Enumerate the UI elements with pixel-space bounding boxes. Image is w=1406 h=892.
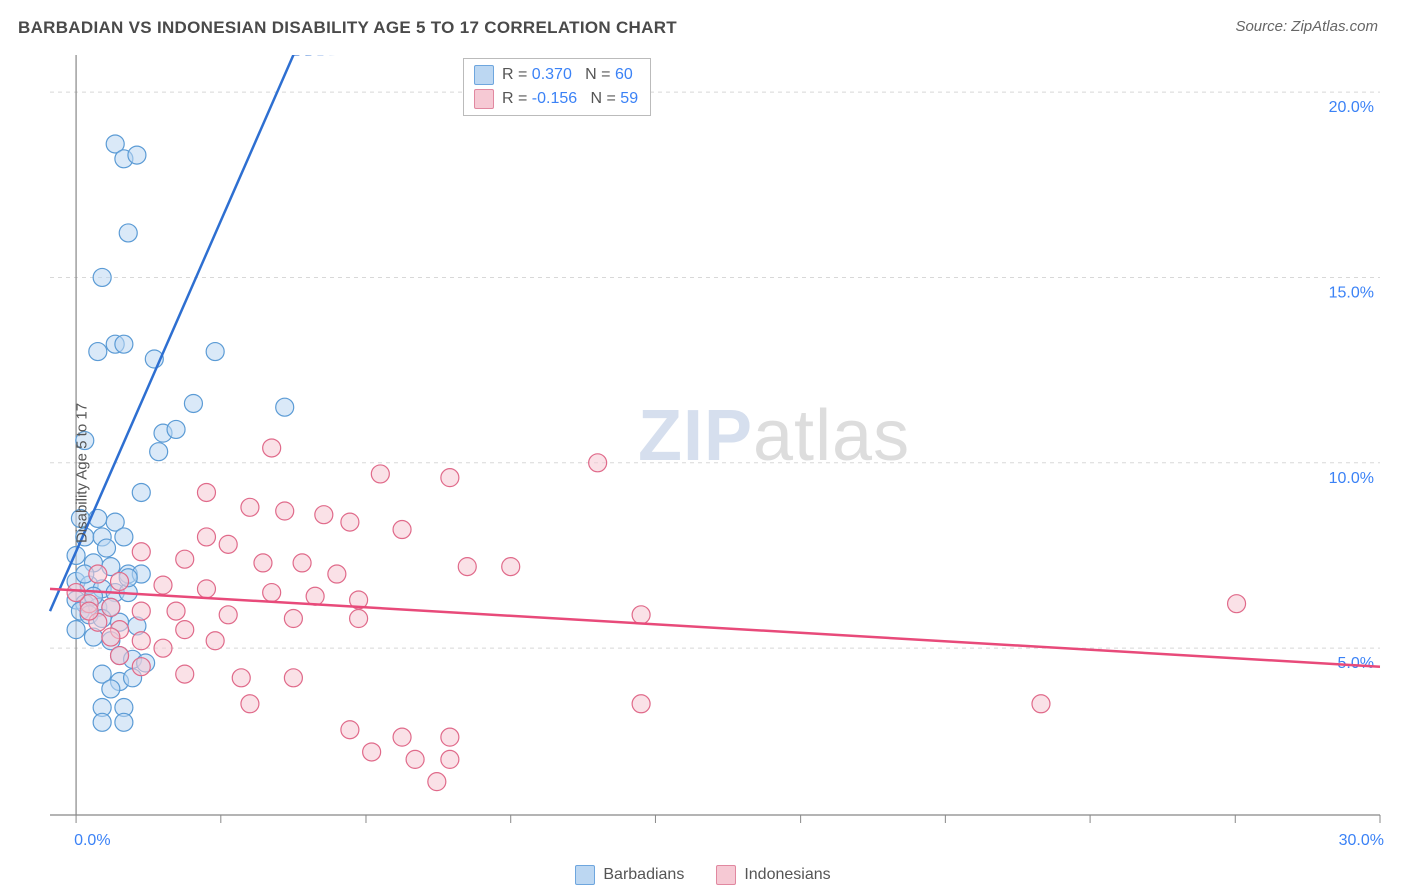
svg-text:10.0%: 10.0% <box>1329 470 1374 487</box>
series-indonesians <box>50 439 1380 791</box>
legend-item: Indonesians <box>716 865 830 885</box>
stats-row: R = -0.156 N = 59 <box>474 87 638 111</box>
source-attribution: Source: ZipAtlas.com <box>1235 18 1378 35</box>
y-axis-label: Disability Age 5 to 17 <box>74 402 91 542</box>
svg-text:20.0%: 20.0% <box>1329 99 1374 116</box>
chart-title: BARBADIAN VS INDONESIAN DISABILITY AGE 5… <box>18 18 677 38</box>
svg-text:30.0%: 30.0% <box>1339 832 1384 849</box>
plot-container: Disability Age 5 to 17 5.0%10.0%15.0%20.… <box>18 55 1388 890</box>
legend-item: Barbadians <box>575 865 684 885</box>
series-legend: Barbadians Indonesians <box>18 865 1388 890</box>
svg-text:15.0%: 15.0% <box>1329 284 1374 301</box>
stats-legend-box: R = 0.370 N = 60R = -0.156 N = 59 <box>463 58 651 116</box>
stats-row: R = 0.370 N = 60 <box>474 63 638 87</box>
svg-text:0.0%: 0.0% <box>74 832 110 849</box>
scatter-chart: 5.0%10.0%15.0%20.0%0.0%30.0% <box>18 55 1388 855</box>
